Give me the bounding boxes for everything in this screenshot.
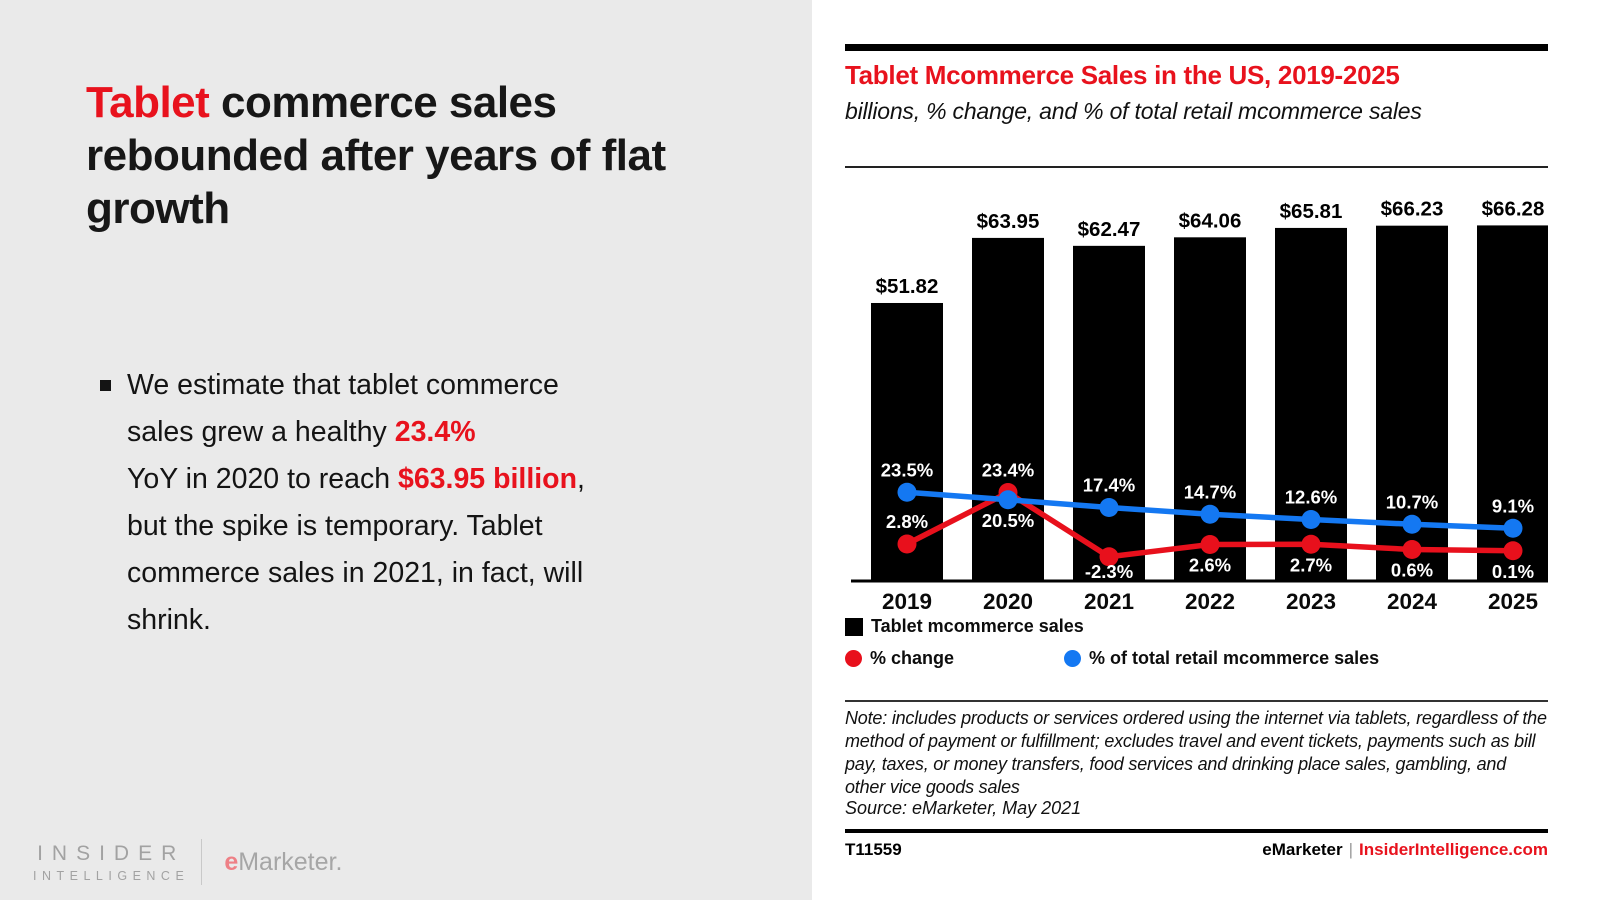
- emarketer-logo-e: e: [224, 847, 239, 876]
- slide-title-rest: commerce sales rebounded after years of …: [86, 78, 666, 233]
- svg-text:2024: 2024: [1387, 589, 1438, 614]
- chart-subtitle: billions, % change, and % of total retai…: [845, 98, 1422, 124]
- insider-logo-line1: INSIDER: [37, 841, 186, 865]
- svg-text:20.5%: 20.5%: [982, 510, 1034, 531]
- insider-logo-line2: INTELLIGENCE: [33, 868, 190, 883]
- emarketer-logo: eMarketer.: [224, 848, 342, 877]
- svg-text:$65.81: $65.81: [1280, 200, 1343, 223]
- red-series-label: % change: [870, 648, 955, 668]
- svg-text:0.6%: 0.6%: [1391, 560, 1433, 581]
- footer-insiderintelligence-link[interactable]: InsiderIntelligence.com: [1359, 840, 1548, 859]
- slide-title: Tablet commerce sales rebounded after ye…: [86, 76, 716, 235]
- bullet-marker: [100, 380, 111, 391]
- slide-left-panel: Tablet commerce sales rebounded after ye…: [0, 0, 812, 900]
- blue-series-label: % of total retail mcommerce sales: [1089, 648, 1380, 668]
- chart-panel: Tablet Mcommerce Sales in the US, 2019-2…: [845, 0, 1548, 900]
- bullet-item: We estimate that tablet commerce sales gr…: [100, 362, 660, 644]
- logo-divider: [201, 839, 203, 885]
- svg-text:9.1%: 9.1%: [1492, 495, 1534, 516]
- svg-text:2020: 2020: [983, 589, 1033, 614]
- legend-row-bars: Tablet mcommerce sales: [845, 616, 1548, 637]
- top-rule: [845, 44, 1548, 51]
- svg-text:$63.95: $63.95: [977, 210, 1040, 233]
- emarketer-logo-rest: Marketer.: [238, 847, 343, 876]
- chart-note: Note: includes products or services orde…: [845, 708, 1547, 797]
- svg-text:2025: 2025: [1488, 589, 1538, 614]
- note-divider-rule: [845, 700, 1548, 702]
- footer-rule: [845, 829, 1548, 833]
- svg-text:2.8%: 2.8%: [886, 511, 928, 532]
- header-divider-rule: [845, 166, 1548, 168]
- footer-separator: |: [1348, 840, 1354, 859]
- insider-intelligence-logo: INSIDER INTELLIGENCE: [33, 842, 189, 883]
- bar-line-chart: $51.82 $63.95 $62.47 $64.06 $65.81 $66.23 $66.…: [851, 197, 1548, 614]
- chart-footer: T11559 eMarketer | InsiderIntelligence.com: [845, 840, 1548, 860]
- svg-text:10.7%: 10.7%: [1386, 491, 1438, 512]
- legend-row-lines: % change % of total retail mcommerce sal…: [845, 648, 1548, 669]
- svg-text:17.4%: 17.4%: [1083, 475, 1135, 496]
- chart-source: Source: eMarketer, May 2021: [845, 798, 1082, 818]
- footer-emarketer: eMarketer: [1262, 840, 1343, 859]
- svg-text:$64.06: $64.06: [1179, 209, 1242, 232]
- svg-text:2021: 2021: [1084, 589, 1134, 614]
- slide-title-accent: Tablet: [86, 78, 210, 127]
- svg-text:2.6%: 2.6%: [1189, 555, 1231, 576]
- red-series-swatch: [845, 650, 862, 667]
- svg-text:23.4%: 23.4%: [982, 460, 1034, 481]
- svg-text:12.6%: 12.6%: [1285, 487, 1337, 508]
- svg-text:$66.23: $66.23: [1381, 198, 1444, 221]
- blue-series-swatch: [1064, 650, 1082, 667]
- bullet-text: We estimate that tablet commerce sales gr…: [127, 369, 585, 636]
- chart-id: T11559: [845, 840, 902, 859]
- chart-legend: Tablet mcommerce sales % change % of tot…: [845, 616, 1548, 680]
- footer-brand: eMarketer | InsiderIntelligence.com: [1262, 840, 1548, 860]
- svg-text:$51.82: $51.82: [876, 275, 939, 298]
- svg-text:$62.47: $62.47: [1078, 218, 1141, 241]
- svg-text:$66.28: $66.28: [1482, 197, 1545, 220]
- svg-text:2019: 2019: [882, 589, 932, 614]
- svg-text:2.7%: 2.7%: [1290, 554, 1332, 575]
- svg-text:23.5%: 23.5%: [881, 459, 933, 480]
- svg-text:0.1%: 0.1%: [1492, 561, 1534, 582]
- svg-text:-2.3%: -2.3%: [1085, 561, 1133, 582]
- svg-text:14.7%: 14.7%: [1184, 481, 1236, 502]
- svg-text:2023: 2023: [1286, 589, 1336, 614]
- bar-series-swatch: [845, 617, 863, 636]
- bar-series-label: Tablet mcommerce sales: [871, 616, 1084, 636]
- svg-text:2022: 2022: [1185, 589, 1235, 614]
- chart-title: Tablet Mcommerce Sales in the US, 2019-2…: [845, 60, 1400, 90]
- brand-logos: INSIDER INTELLIGENCE eMarketer.: [33, 838, 342, 886]
